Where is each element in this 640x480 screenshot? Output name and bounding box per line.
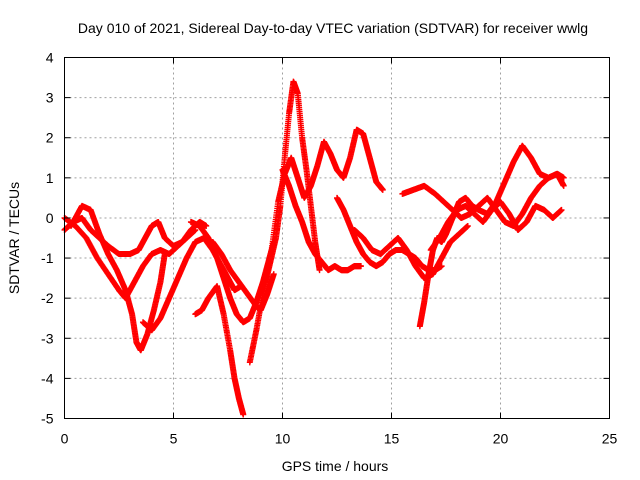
data-point <box>379 186 386 193</box>
x-tick-label: 25 <box>602 431 618 447</box>
y-tick-label: 3 <box>46 90 54 106</box>
data-series <box>279 166 364 274</box>
x-tick-label: 15 <box>384 431 400 447</box>
x-tick-label: 0 <box>61 431 69 447</box>
chart-title: Day 010 of 2021, Sidereal Day-to-day VTE… <box>78 20 588 36</box>
data-point <box>316 267 323 274</box>
data-point <box>240 411 247 418</box>
data-series <box>262 126 386 286</box>
y-tick-label: 4 <box>46 50 54 66</box>
data-points <box>61 78 567 418</box>
x-tick-label: 20 <box>493 431 509 447</box>
y-tick-label: 1 <box>46 170 54 186</box>
data-series <box>61 214 199 302</box>
y-axis-label: SDTVAR / TECUs <box>6 182 22 294</box>
x-axis-label: GPS time / hours <box>282 458 389 474</box>
y-tick-label: -1 <box>41 250 54 266</box>
data-point <box>192 226 199 233</box>
data-series <box>209 239 277 314</box>
data-series <box>192 283 247 418</box>
data-point <box>203 222 210 229</box>
y-tick-label: -5 <box>41 411 54 427</box>
y-tick-label: -2 <box>41 290 54 306</box>
x-tick-label: 5 <box>170 431 178 447</box>
y-tick-label: -4 <box>41 370 54 386</box>
y-tick-label: 2 <box>46 130 54 146</box>
data-point <box>270 271 277 278</box>
y-tick-label: 0 <box>46 210 54 226</box>
x-tick-label: 10 <box>275 431 291 447</box>
data-series <box>68 202 168 354</box>
y-tick-label: -3 <box>41 330 54 346</box>
